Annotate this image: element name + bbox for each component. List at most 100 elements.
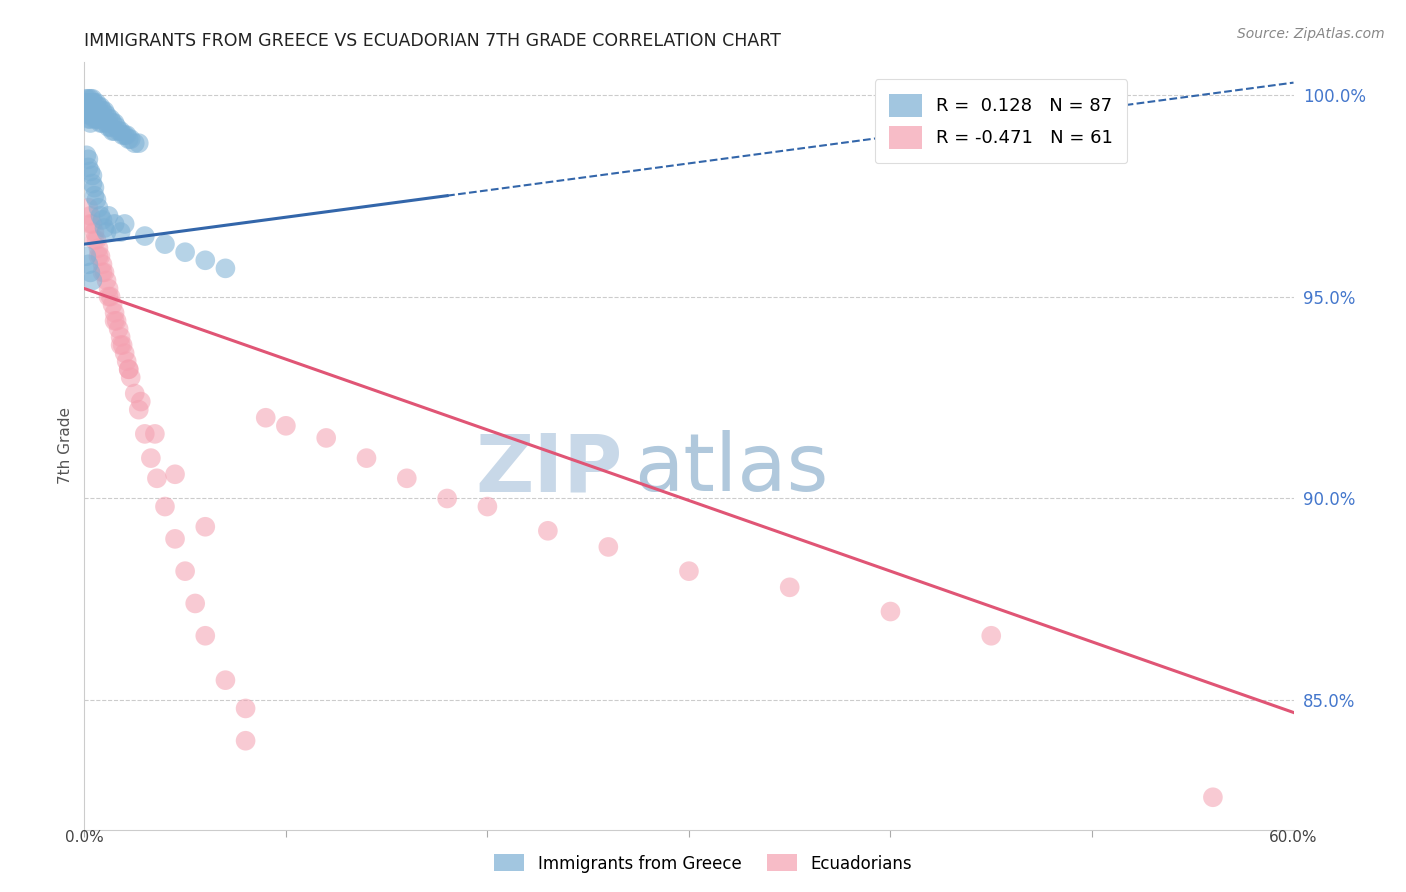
Point (124, 386, 146, 401)
Point (82, 273, 104, 287)
Point (395, 471, 418, 485)
Point (86, 95, 108, 110)
Point (114, 128, 136, 142)
Point (79, 164, 101, 178)
Point (980, 629, 1002, 643)
Point (129, 394, 152, 409)
Point (75, 249, 97, 263)
Point (75, 95, 97, 110)
Point (356, 451, 378, 466)
Point (134, 426, 156, 441)
Y-axis label: 7th Grade: 7th Grade (58, 408, 73, 484)
Point (104, 217, 127, 231)
Point (477, 500, 499, 514)
Point (100, 112, 122, 126)
Point (678, 564, 700, 578)
Point (315, 431, 337, 445)
Point (75, 100, 97, 114)
Point (134, 229, 156, 244)
Point (82, 217, 104, 231)
Point (93, 103, 115, 118)
Point (91, 265, 114, 279)
Point (82, 95, 104, 110)
Point (120, 370, 142, 384)
Point (107, 124, 129, 138)
Point (114, 346, 136, 360)
Point (97, 120, 120, 134)
Point (83, 112, 105, 126)
Point (124, 136, 146, 151)
Point (194, 520, 217, 534)
Point (77, 108, 100, 122)
Point (174, 564, 197, 578)
Point (153, 237, 176, 252)
Point (83, 95, 105, 110)
Point (153, 500, 176, 514)
Point (82, 103, 104, 118)
Point (235, 701, 257, 715)
Point (87, 112, 110, 126)
Point (120, 132, 142, 146)
Legend: Immigrants from Greece, Ecuadorians: Immigrants from Greece, Ecuadorians (488, 847, 918, 880)
Point (104, 306, 127, 320)
Point (75, 148, 97, 162)
Point (101, 116, 124, 130)
Point (110, 338, 132, 352)
Point (77, 112, 100, 126)
Point (86, 103, 108, 118)
Point (91, 108, 114, 122)
Point (274, 418, 297, 433)
Point (118, 362, 141, 376)
Legend: R =  0.128   N = 87, R = -0.471   N = 61: R = 0.128 N = 87, R = -0.471 N = 61 (875, 79, 1128, 163)
Point (100, 290, 122, 304)
Point (194, 253, 217, 268)
Point (86, 112, 108, 126)
Point (96, 225, 118, 239)
Point (97, 112, 120, 126)
Point (79, 209, 101, 223)
Point (97, 281, 120, 295)
Point (194, 629, 217, 643)
Point (110, 225, 132, 239)
Point (105, 120, 128, 134)
Point (165, 532, 187, 546)
Point (77, 103, 100, 118)
Point (87, 103, 110, 118)
Point (82, 108, 104, 122)
Point (174, 245, 197, 260)
Point (598, 540, 620, 554)
Point (111, 338, 134, 352)
Point (93, 221, 115, 235)
Point (97, 209, 120, 223)
Point (77, 92, 100, 106)
Point (879, 605, 901, 619)
Point (184, 597, 207, 611)
Point (115, 128, 138, 142)
Point (82, 92, 104, 106)
Point (77, 100, 100, 114)
Point (79, 265, 101, 279)
Point (118, 132, 141, 146)
Point (110, 124, 132, 138)
Point (128, 136, 150, 151)
Text: Source: ZipAtlas.com: Source: ZipAtlas.com (1237, 27, 1385, 41)
Text: 0.0%: 0.0% (65, 830, 104, 845)
Point (91, 213, 114, 227)
Text: atlas: atlas (634, 430, 830, 508)
Point (75, 92, 97, 106)
Point (128, 402, 150, 417)
Point (79, 92, 101, 106)
Text: ZIP: ZIP (475, 430, 623, 508)
Point (96, 108, 118, 122)
Point (79, 103, 101, 118)
Point (91, 103, 114, 118)
Point (146, 471, 169, 485)
Point (105, 314, 128, 328)
Text: 60.0%: 60.0% (1270, 830, 1317, 845)
Point (86, 233, 108, 247)
Point (79, 112, 101, 126)
Point (96, 273, 118, 287)
Point (110, 330, 132, 344)
Point (83, 103, 105, 118)
Point (104, 124, 127, 138)
